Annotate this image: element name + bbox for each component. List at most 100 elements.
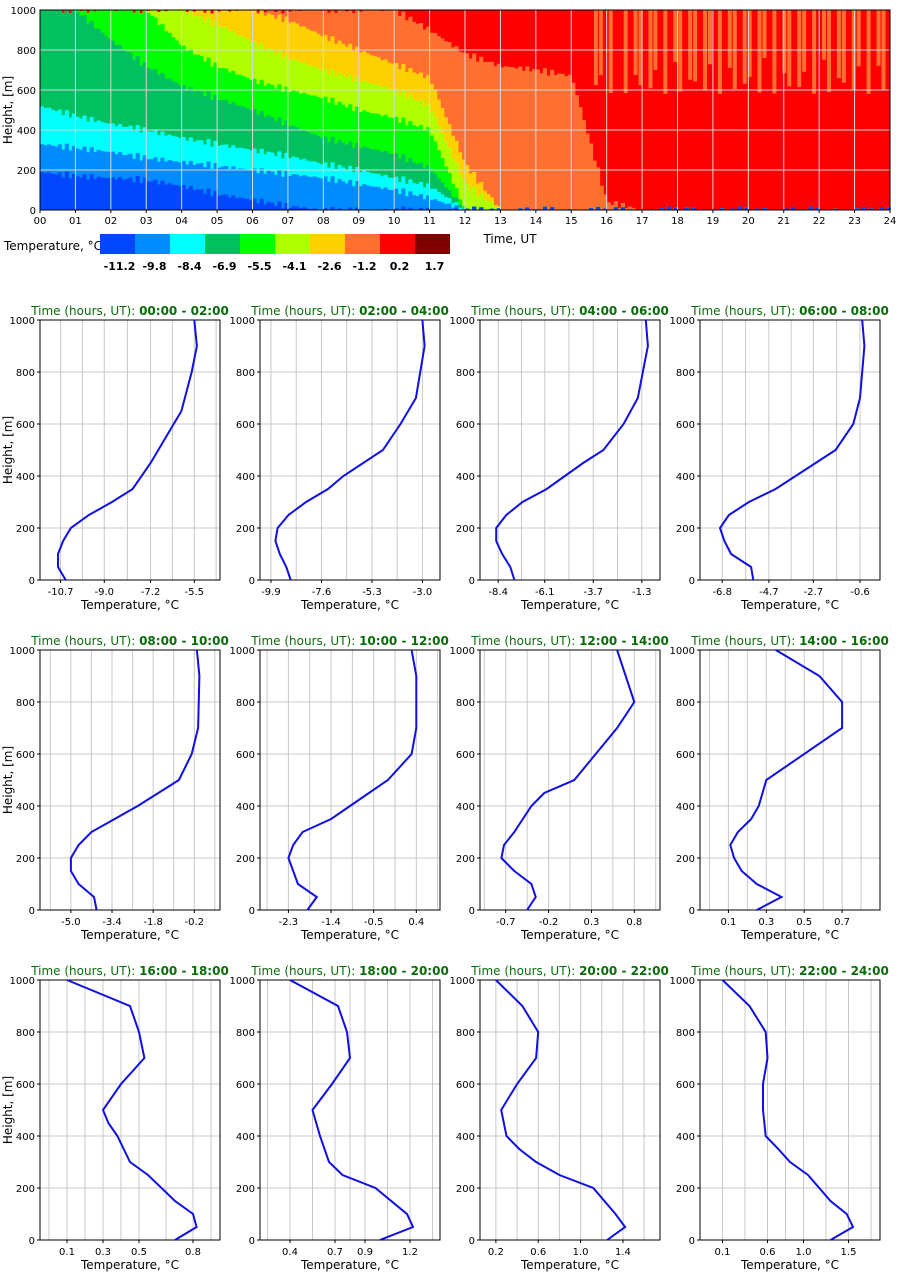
- panel-title-prefix: Time (hours, UT):: [470, 304, 579, 318]
- heatmap-cell: [620, 202, 625, 210]
- heatmap-fleck: [673, 10, 678, 62]
- heatmap-cell: [259, 198, 264, 210]
- x-tick-label: 0.3: [583, 917, 599, 928]
- heatmap-cell: [613, 207, 618, 210]
- x-tick-label: 0.1: [715, 1247, 731, 1258]
- heatmap-cell: [486, 61, 491, 211]
- heatmap-cell: [457, 199, 463, 210]
- heatmap-cell: [496, 63, 502, 211]
- y-tick-label: 400: [16, 1132, 35, 1143]
- y-tick-label: 400: [236, 1132, 255, 1143]
- heatmap-cell: [362, 184, 367, 210]
- heatmap-cell: [323, 176, 328, 210]
- heatmap-fleck: [598, 10, 603, 76]
- heatmap-cell: [256, 173, 261, 210]
- y-tick-label: 800: [236, 1028, 255, 1039]
- panel-grid: [700, 650, 880, 910]
- plot-area: [700, 650, 880, 910]
- heatmap-cell: [422, 187, 427, 210]
- heatmap-cell: [266, 201, 271, 210]
- heatmap-cell: [277, 169, 282, 210]
- heatmap-cell: [454, 205, 459, 210]
- y-tick-label: 200: [16, 1184, 35, 1195]
- heatmap-cell: [192, 190, 197, 210]
- panel-title-prefix: Time (hours, UT):: [470, 964, 579, 978]
- heatmap-cell: [302, 207, 307, 210]
- heatmap-cell: [401, 206, 406, 210]
- heatmap-cell: [185, 164, 190, 210]
- heatmap-cell: [217, 195, 222, 210]
- panel-title: Time (hours, UT): 06:00 - 08:00: [690, 304, 889, 318]
- y-tick-label: 1000: [10, 316, 35, 327]
- heatmap-cell: [790, 207, 795, 210]
- heatmap-cell: [436, 192, 441, 210]
- heatmap-cell: [277, 201, 282, 210]
- heatmap-cell: [291, 174, 296, 210]
- x-tick-label: -2.3: [279, 917, 299, 928]
- y-axis-label: Height, [m]: [1, 1076, 15, 1144]
- plot-area: [480, 320, 660, 580]
- heatmap-cell: [167, 183, 172, 210]
- y-tick-label: 600: [17, 86, 36, 97]
- x-axis-label: Temperature, °C: [80, 598, 179, 612]
- heatmap-cell: [394, 188, 399, 210]
- heatmap-cell: [465, 183, 470, 210]
- panel-title: Time (hours, UT): 04:00 - 06:00: [470, 304, 669, 318]
- x-tick-label: 0.6: [530, 1247, 546, 1258]
- y-tick-label: 0: [689, 576, 695, 587]
- x-tick-label: -0.2: [539, 917, 559, 928]
- panel-frame: [259, 979, 441, 1241]
- heatmap-cell: [231, 166, 236, 210]
- heatmap-cell: [78, 177, 84, 210]
- heatmap-cell: [447, 208, 452, 210]
- heatmap-fleck: [836, 10, 841, 79]
- heatmap-cell: [542, 206, 548, 210]
- heatmap-cell: [241, 168, 247, 210]
- heatmap-fleck: [638, 10, 643, 86]
- y-tick-label: 400: [17, 126, 36, 137]
- heatmap-cell: [146, 181, 151, 210]
- heatmap-cell: [206, 161, 211, 210]
- y-tick-label: 600: [456, 420, 475, 431]
- heatmap-cell: [472, 187, 477, 210]
- heatmap-fleck: [822, 10, 826, 60]
- heatmap-cell: [397, 194, 402, 210]
- heatmap-cell: [489, 202, 494, 210]
- y-tick-label: 400: [676, 472, 695, 483]
- heatmap-cell: [535, 69, 540, 210]
- heatmap-cell: [592, 160, 597, 210]
- heatmap-cell: [206, 188, 211, 210]
- heatmap-cell: [666, 206, 672, 210]
- heatmap-cell: [603, 208, 608, 210]
- heatmap-cell: [305, 208, 310, 210]
- heatmap-cell: [125, 179, 130, 210]
- heatmap-cell: [553, 74, 558, 210]
- x-tick-label: -1.4: [321, 917, 341, 928]
- heatmap-cell: [245, 169, 250, 210]
- heatmap-cell: [234, 169, 239, 210]
- profile-panel: 0.1 0.3 0.5 0.8 0 200 400 600 800 1000 Temperature…: [1, 964, 229, 1272]
- y-tick-label: 200: [236, 1184, 255, 1195]
- y-tick-label: 600: [16, 750, 35, 761]
- heatmap-cell: [606, 202, 611, 210]
- heatmap-cell: [528, 71, 533, 210]
- y-tick-label: 1000: [230, 316, 255, 327]
- x-tick-label: 0.4: [282, 1247, 298, 1258]
- heatmap-cell: [252, 168, 257, 210]
- x-tick-label: -10.7: [48, 587, 74, 598]
- x-tick-label: 0.5: [796, 917, 812, 928]
- x-tick-label: -0.5: [364, 917, 384, 928]
- x-tick-label: 0.1: [59, 1247, 75, 1258]
- heatmap-fleck: [663, 10, 668, 94]
- heatmap-cell: [443, 203, 448, 210]
- x-tick-label: 07: [282, 216, 295, 227]
- heatmap-cell: [436, 201, 441, 210]
- heatmap-cell: [132, 182, 137, 210]
- heatmap-cell: [415, 195, 420, 210]
- profile-panel: 0.4 0.7 0.9 1.2 0 200 400 600 800 1000 Temperature…: [230, 964, 449, 1272]
- y-tick-label: 1000: [10, 646, 35, 657]
- heatmap-cell: [489, 208, 494, 210]
- x-tick-label: 15: [565, 216, 578, 227]
- heatmap-cell: [691, 207, 696, 210]
- heatmap-cell: [217, 167, 222, 210]
